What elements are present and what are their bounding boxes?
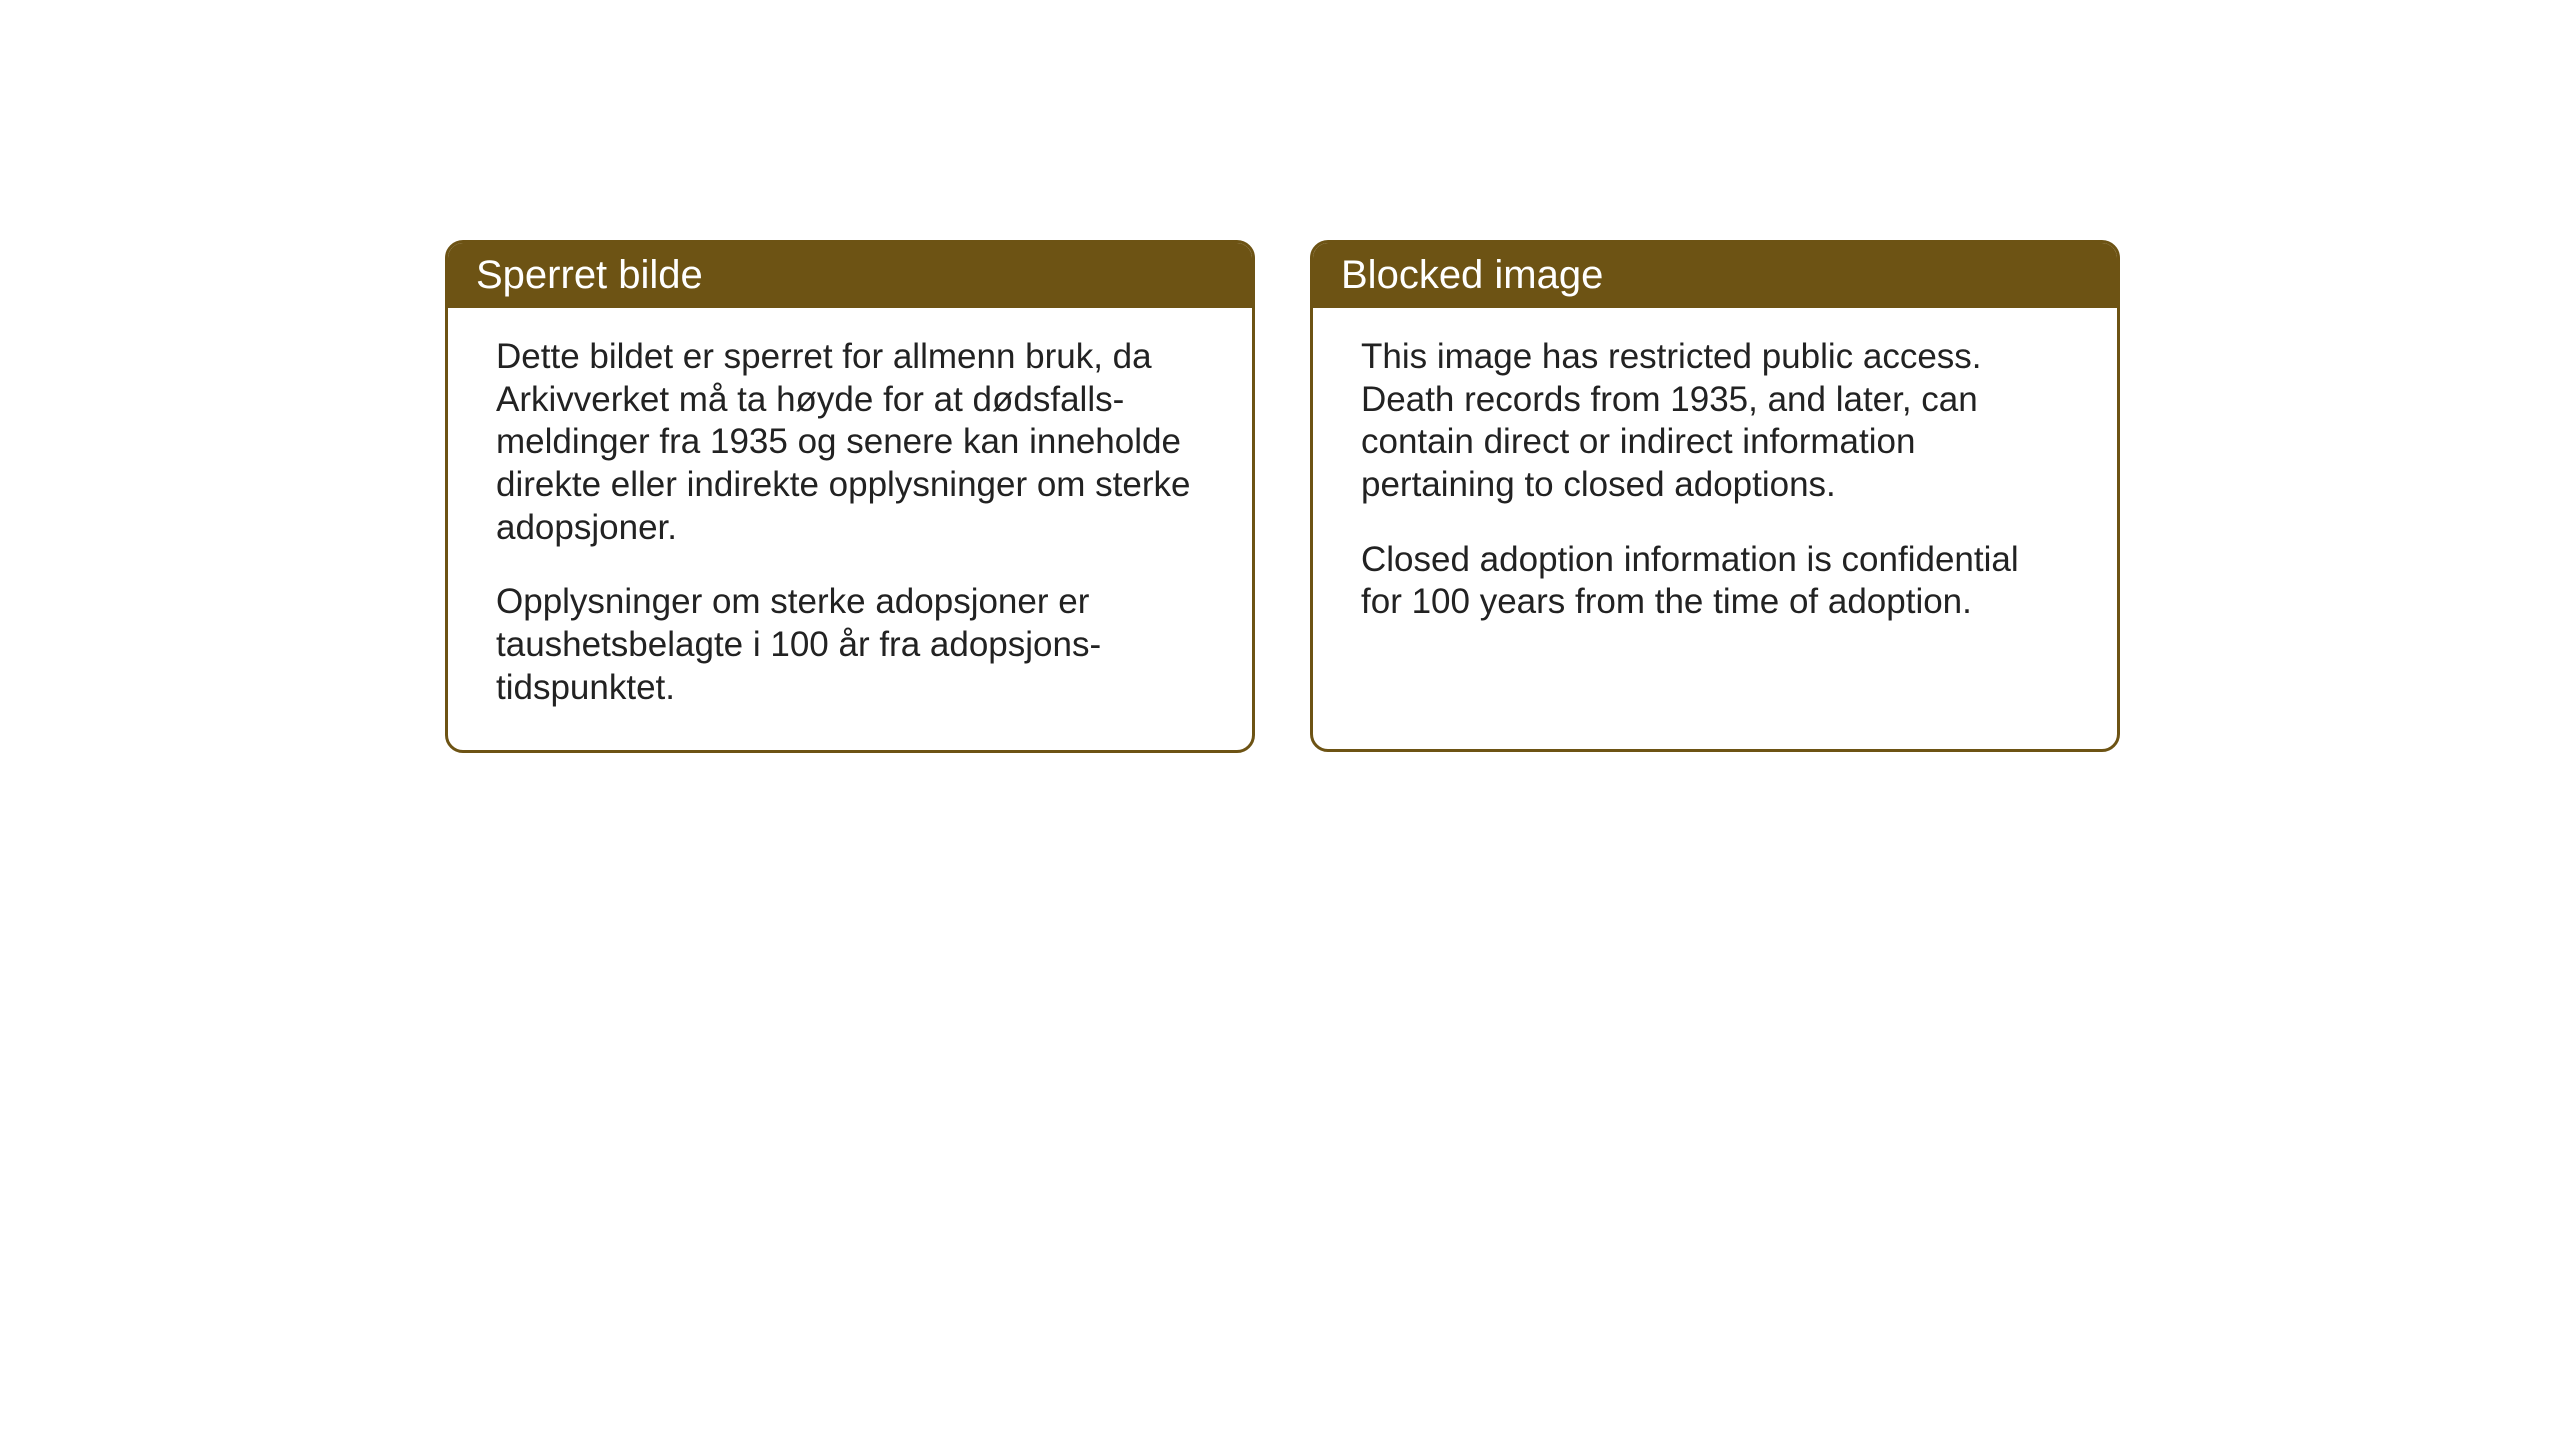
notice-title-english: Blocked image (1341, 253, 1603, 297)
notice-paragraph-1-english: This image has restricted public access.… (1361, 336, 2069, 507)
notice-box-english: Blocked image This image has restricted … (1310, 240, 2120, 752)
notice-body-english: This image has restricted public access.… (1313, 308, 2117, 664)
notice-box-norwegian: Sperret bilde Dette bildet er sperret fo… (445, 240, 1255, 753)
notice-title-norwegian: Sperret bilde (476, 253, 703, 297)
notice-header-english: Blocked image (1313, 243, 2117, 308)
notice-paragraph-2-english: Closed adoption information is confident… (1361, 539, 2069, 624)
notice-paragraph-1-norwegian: Dette bildet er sperret for allmenn bruk… (496, 336, 1204, 549)
notice-header-norwegian: Sperret bilde (448, 243, 1252, 308)
notice-container: Sperret bilde Dette bildet er sperret fo… (445, 240, 2120, 753)
notice-body-norwegian: Dette bildet er sperret for allmenn bruk… (448, 308, 1252, 750)
notice-paragraph-2-norwegian: Opplysninger om sterke adopsjoner er tau… (496, 581, 1204, 709)
